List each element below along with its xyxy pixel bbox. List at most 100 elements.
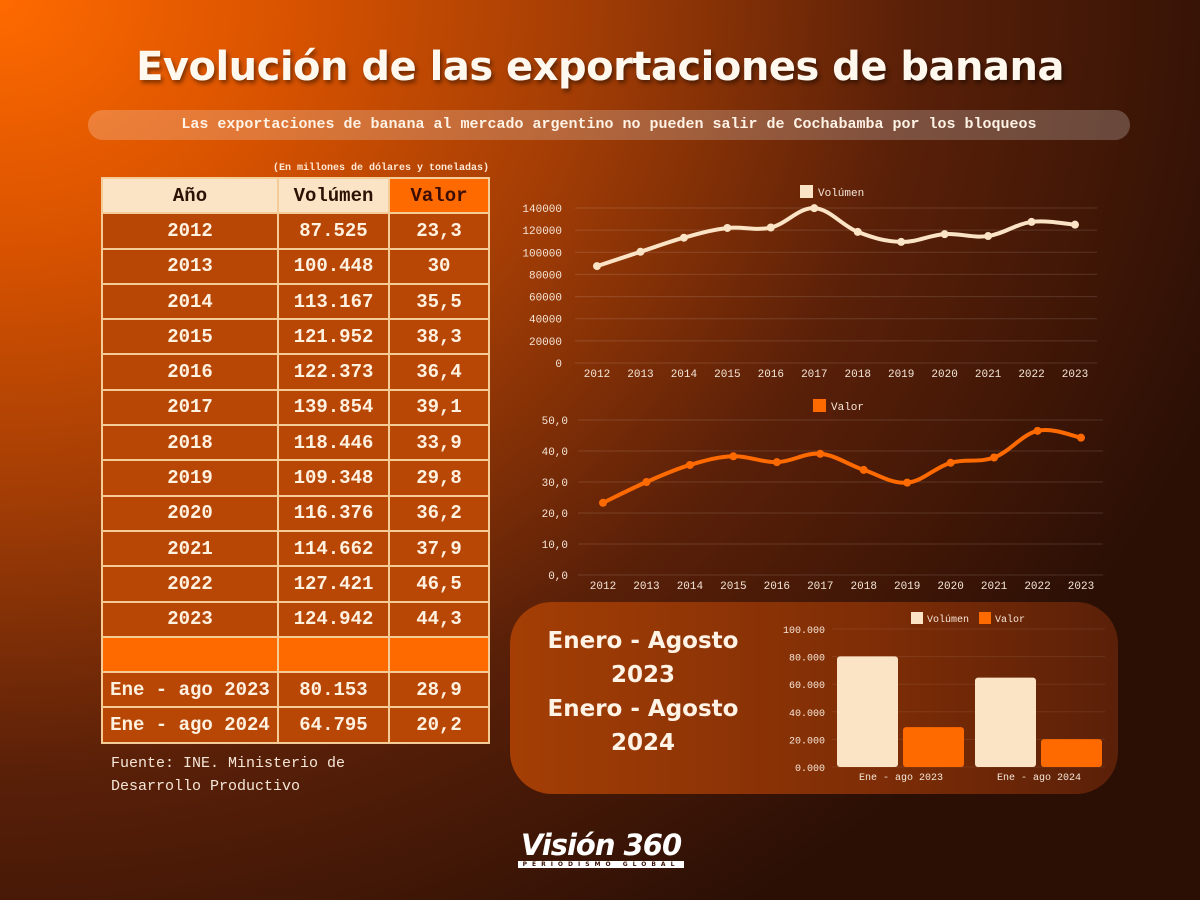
x-tick-label: 2022 <box>1024 581 1050 593</box>
data-point <box>1077 433 1085 442</box>
header-volume: Volúmen <box>277 176 390 215</box>
header-year: Año <box>101 176 279 215</box>
table-row: 2019 109.348 29,8 <box>101 459 490 497</box>
cell-year: Ene - ago 2024 <box>101 706 279 744</box>
table-caption: (En millones de dólares y toneladas) <box>272 163 489 174</box>
cell-year: 2018 <box>101 424 279 462</box>
x-tick-label: 2020 <box>931 369 957 381</box>
x-tick-label: 2014 <box>671 369 698 381</box>
exports-table: Año Volúmen Valor 2012 87.525 23,3 2013 100.… <box>101 176 490 744</box>
table-row: 2021 114.662 37,9 <box>101 529 490 568</box>
panel-text: Enero - Agosto 2023 Enero - Agosto 2024 <box>538 624 748 760</box>
x-tick-label: 2021 <box>975 369 1002 381</box>
table-row: 2020 116.376 36,2 <box>101 494 490 532</box>
x-tick-label: Ene - ago 2023 <box>859 773 943 784</box>
data-point <box>679 233 688 242</box>
cell-volume: 100.448 <box>277 247 390 285</box>
table-row: 2018 118.446 33,9 <box>101 424 490 462</box>
table-row <box>101 635 490 674</box>
source-line: Desarrollo Productivo <box>111 778 301 795</box>
y-tick-label: 40000 <box>529 315 562 327</box>
logo-name: Visión 360 <box>520 828 682 862</box>
series-line <box>596 206 1076 268</box>
cell-value <box>388 635 490 674</box>
bar-valor <box>903 727 964 767</box>
x-tick-label: 2018 <box>851 581 877 593</box>
data-point <box>984 232 993 241</box>
table-row: 2023 124.942 44,3 <box>101 600 490 638</box>
subtitle-banner: Las exportaciones de banana al mercado a… <box>88 110 1130 140</box>
data-point <box>946 458 955 467</box>
y-tick-label: 0.000 <box>795 764 825 775</box>
cell-value: 37,9 <box>388 529 490 568</box>
x-tick-label: 2023 <box>1068 581 1094 593</box>
cell-volume: 113.167 <box>277 282 390 321</box>
source-note: Fuente: INE. Ministerio de Desarrollo Pr… <box>111 752 345 798</box>
x-tick-label: 2015 <box>720 581 746 593</box>
bar-volumen <box>975 677 1036 767</box>
legend-label: Volúmen <box>927 614 969 626</box>
y-tick-label: 40,0 <box>542 447 568 459</box>
cell-volume: 121.952 <box>277 318 390 356</box>
cell-value: 36,2 <box>388 494 490 532</box>
cell-value: 23,3 <box>388 212 490 250</box>
data-point <box>642 478 651 486</box>
legend-label: Valor <box>995 614 1025 626</box>
cell-year: 2012 <box>101 212 279 250</box>
header-value: Valor <box>388 176 490 215</box>
data-point <box>816 449 825 458</box>
x-tick-label: 2012 <box>590 581 616 593</box>
bar-volumen <box>837 656 898 767</box>
cell-year: 2016 <box>101 353 279 391</box>
x-tick-label: 2017 <box>807 581 833 593</box>
data-point <box>723 223 732 232</box>
y-tick-label: 20.000 <box>789 736 825 747</box>
data-point <box>859 465 868 474</box>
cell-value: 44,3 <box>388 600 490 638</box>
cell-volume: 118.446 <box>277 424 390 462</box>
table-row: 2016 122.373 36,4 <box>101 353 490 391</box>
data-point <box>766 223 775 232</box>
cell-volume: 64.795 <box>277 706 390 744</box>
y-tick-label: 20000 <box>529 337 562 349</box>
x-tick-label: 2013 <box>633 581 659 593</box>
x-tick-label: 2019 <box>888 369 914 381</box>
cell-value: 29,8 <box>388 459 490 497</box>
x-tick-label: 2015 <box>714 369 740 381</box>
data-point <box>1033 426 1042 435</box>
bar-valor <box>1041 739 1102 767</box>
x-tick-label: 2013 <box>627 369 653 381</box>
cell-value: 38,3 <box>388 318 490 356</box>
y-tick-label: 30,0 <box>542 478 568 490</box>
y-tick-label: 0 <box>555 359 562 371</box>
cell-year <box>101 635 279 674</box>
panel-line: Enero - Agosto <box>547 628 739 654</box>
cell-year: 2019 <box>101 459 279 497</box>
source-line: Fuente: INE. Ministerio de <box>111 755 346 772</box>
cell-volume: 122.373 <box>277 353 390 391</box>
data-point <box>897 237 906 246</box>
legend-label: Volúmen <box>818 188 864 200</box>
y-tick-label: 60.000 <box>789 681 825 692</box>
data-point <box>636 247 645 256</box>
cell-volume: 124.942 <box>277 600 390 638</box>
logo-tagline: PERIODISMO GLOBAL <box>518 861 684 868</box>
x-tick-label: 2022 <box>1018 369 1044 381</box>
cell-value: 39,1 <box>388 388 490 427</box>
legend-label: Valor <box>831 402 864 414</box>
table-row: 2013 100.448 30 <box>101 247 490 285</box>
vision360-logo: Visión 360 PERIODISMO GLOBAL <box>516 830 686 868</box>
table-row: 2022 127.421 46,5 <box>101 565 490 603</box>
x-tick-label: 2016 <box>758 369 784 381</box>
table-row: 2012 87.525 23,3 <box>101 212 490 250</box>
cell-value: 33,9 <box>388 424 490 462</box>
data-point <box>685 460 694 469</box>
series-line <box>602 428 1082 505</box>
cell-value: 36,4 <box>388 353 490 391</box>
x-tick-label: 2020 <box>937 581 963 593</box>
cell-year: 2013 <box>101 247 279 285</box>
cell-volume: 116.376 <box>277 494 390 532</box>
y-tick-label: 40.000 <box>789 709 825 720</box>
cell-value: 35,5 <box>388 282 490 321</box>
data-point <box>599 498 607 507</box>
